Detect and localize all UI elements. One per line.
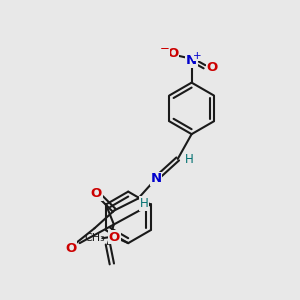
Text: O: O: [65, 242, 76, 255]
Text: +: +: [193, 51, 202, 61]
Text: O: O: [91, 187, 102, 200]
Text: H: H: [185, 153, 194, 167]
Text: −: −: [160, 42, 170, 56]
Text: N: N: [186, 54, 197, 67]
Text: O: O: [109, 231, 120, 244]
Text: O: O: [167, 47, 178, 60]
Text: O: O: [207, 61, 218, 74]
Text: CH₃: CH₃: [84, 233, 105, 243]
Text: H: H: [140, 197, 148, 210]
Text: N: N: [150, 172, 161, 185]
